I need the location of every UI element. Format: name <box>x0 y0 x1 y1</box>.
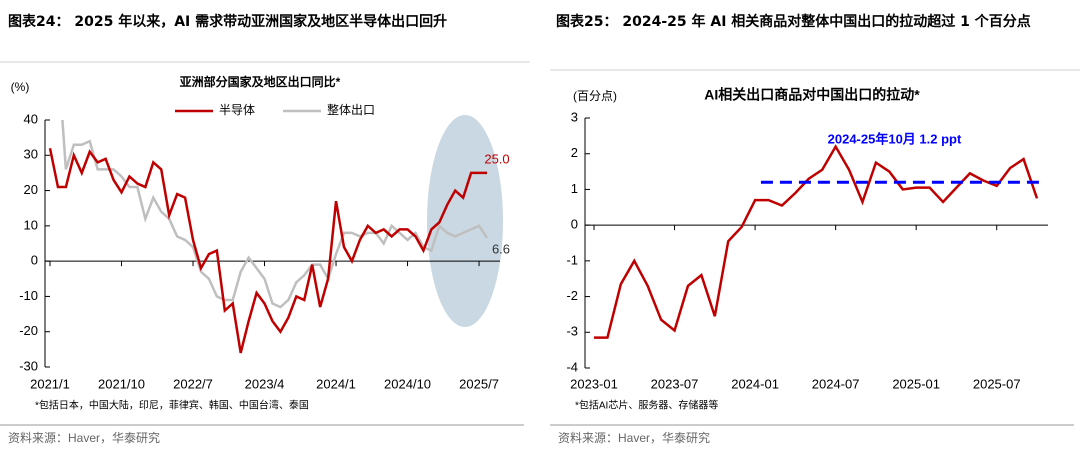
y-tick-label: -1 <box>566 252 578 267</box>
y-tick-label: 0 <box>31 253 38 268</box>
x-tick-label: 2023-01 <box>570 376 618 391</box>
figure-title: 图表24： 2025 年以来，AI 需求带动亚洲国家及地区半导体出口回升 <box>8 14 448 30</box>
x-tick-label: 2024/1 <box>316 376 356 391</box>
highlight <box>427 115 503 327</box>
source: 资料来源：Haver，华泰研究 <box>558 430 710 445</box>
y-tick-label: 40 <box>24 111 38 126</box>
value-label: 6.6 <box>492 241 510 256</box>
y-tick-label: -30 <box>19 358 38 373</box>
series-line <box>48 147 487 354</box>
x-tick-label: 2023/4 <box>245 376 285 391</box>
legend-label: 半导体 <box>219 103 255 117</box>
y-tick-label: 3 <box>571 109 578 124</box>
x-tick-label: 2024-07 <box>812 376 860 391</box>
x-tick-label: 2023-07 <box>651 376 699 391</box>
x-tick-label: 2025/7 <box>459 376 499 391</box>
y-axis-label: (百分点) <box>573 89 617 103</box>
y-tick-label: -4 <box>566 359 578 374</box>
note: *包括AI芯片、服务器、存储器等 <box>575 399 718 412</box>
x-tick-label: 2022/7 <box>173 376 213 391</box>
value-label: 25.0 <box>484 151 509 166</box>
y-tick-label: 20 <box>24 182 38 197</box>
y-tick-label: -3 <box>566 324 578 339</box>
y-tick-label: 0 <box>571 217 578 232</box>
note: *包括日本，中国大陆，印尼，菲律宾、韩国、中国台湾、泰国 <box>35 399 309 412</box>
x-tick-label: 2021/1 <box>30 376 70 391</box>
legend-label: 整体出口 <box>327 102 375 117</box>
x-tick-label: 2024/10 <box>384 376 431 391</box>
y-tick-label: 1 <box>571 181 578 196</box>
reference-label: 2024-25年10月 1.2 ppt <box>828 131 962 146</box>
y-tick-label: -10 <box>19 288 38 303</box>
x-tick-label: 2021/10 <box>98 376 145 391</box>
y-axis-label: (%) <box>11 80 30 94</box>
y-tick-label: 2 <box>571 145 578 160</box>
chart-title: 亚洲部分国家及地区出口同比* <box>180 74 341 89</box>
chart-title: AI相关出口商品对中国出口的拉动* <box>704 87 920 103</box>
y-tick-label: 10 <box>24 217 38 232</box>
y-tick-label: 30 <box>24 147 38 162</box>
x-tick-label: 2025-07 <box>973 376 1021 391</box>
figure-title: 图表25： 2024-25 年 AI 相关商品对整体中国出口的拉动超过 1 个百… <box>556 14 1031 30</box>
y-tick-label: -2 <box>566 288 578 303</box>
x-tick-label: 2025-01 <box>892 376 940 391</box>
source: 资料来源：Haver，华泰研究 <box>8 430 160 445</box>
series-line <box>594 144 1039 339</box>
x-tick-label: 2024-01 <box>731 376 779 391</box>
y-tick-label: -20 <box>19 323 38 338</box>
